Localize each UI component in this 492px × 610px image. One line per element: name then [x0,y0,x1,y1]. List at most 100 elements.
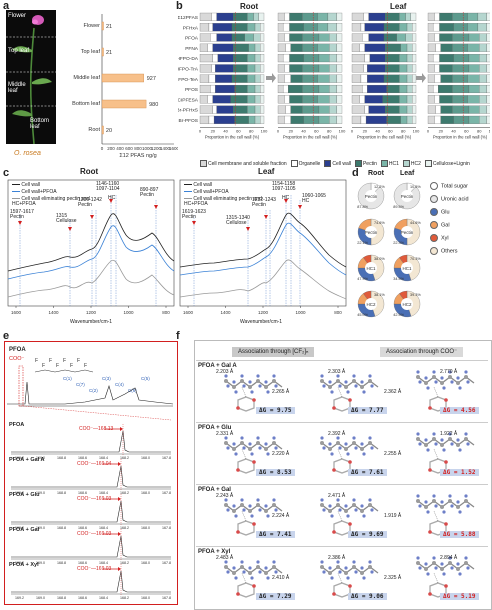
carbon-atom [432,437,436,441]
d-legend-swatch [430,208,438,216]
stack-seg [277,84,284,94]
nmr-x-tick: 168.8 [57,526,66,530]
nmr-x-tick: 168.4 [99,596,108,600]
stack-seg [254,105,261,114]
stack-seg [253,33,261,42]
carbon-atom [328,447,332,451]
fluorine-atom [264,380,268,384]
donut-value: 10.5% [410,185,421,189]
nmr-x-tick: 168.2 [120,456,129,460]
b-x-label: Proportion in the cell wall (%) [433,134,488,139]
delta-g-label: ΔG = 9.06 [348,593,387,600]
carbon-atom [456,567,460,571]
row-label: Br-PFOS [179,118,198,124]
dft-row: PFOA + Glu 2.331 Å 2.220 Å 2.392 Å 2.255 Å 1.… [196,422,488,483]
coo-shift-label: COO⁻—169.04 [77,461,112,467]
fluorine-atom [424,562,428,566]
stack-seg [479,33,488,42]
stack-seg [399,64,408,73]
stack-seg [234,115,249,124]
sugar-ring [237,458,255,474]
fluorine-atom [330,576,334,580]
hbond [241,386,247,398]
stack-seg [406,115,413,124]
stack-seg [467,95,480,104]
carbon-atom [440,567,444,571]
stack-seg [284,95,290,104]
d-legend-label: Others [441,248,458,255]
carbon-atom [432,375,436,379]
nmr-peak-trace [11,535,171,558]
stack-seg [282,23,290,32]
stack-seg [248,43,256,52]
carbon-atom [240,441,244,445]
carbon-atom [248,385,252,389]
fluorine-atom [466,380,470,384]
carbon-atom [256,441,260,445]
fluorine-atom [464,494,468,498]
row-label: PFOA [185,36,199,42]
oxygen-atom [444,522,448,526]
stack-seg [406,64,413,73]
stack-seg [212,23,233,32]
peak-label: C(3) [102,376,111,381]
legend-swatch [200,160,207,168]
b-x-tick: 40 [375,128,380,133]
stack-seg [439,64,453,73]
stack-seg [412,115,417,124]
c-x-tick: 1000 [295,310,306,315]
fluorine-atom [442,510,446,514]
carbon-atom [264,509,268,513]
stack-seg [277,43,286,52]
fluorine-atom [362,576,366,580]
stack-seg [199,12,212,21]
fluorine-atom [344,442,348,446]
stack-seg [359,95,365,104]
delta-g-value: ΔG = 7.77 [348,407,387,414]
stack-seg [364,105,369,114]
b-x-tick: 20 [363,128,368,133]
stack-seg [247,23,256,32]
zoom-box [18,365,24,407]
stack-seg [217,54,234,63]
carbon-atom [328,509,332,513]
stack-seg [284,33,290,42]
f-atom: F [49,358,52,364]
stack-seg [210,33,217,42]
stack-seg [486,23,490,32]
nmr-x-tick: 168.6 [78,596,87,600]
fluorine-atom [432,556,436,560]
fluorine-atom [458,386,462,390]
row-label: 6:2 CIPFESA [178,97,199,103]
stack-seg [282,54,290,63]
stack-seg [277,12,285,21]
sugar-ring [237,582,255,598]
stack-seg [427,64,435,73]
b-x-tick: 80 [327,128,332,133]
fluorine-atom [256,436,260,440]
stack-seg [199,33,211,42]
bar-data-label: 21 [106,24,112,30]
stack-seg [247,64,256,73]
fluorine-atom [320,436,324,440]
dft-row-name: PFOA + Glu [198,425,232,431]
c-x-tick: 1200 [258,310,269,315]
fluorine-atom [226,570,230,574]
carbon-atom [240,379,244,383]
stack-seg [254,43,261,52]
nmr-x-tick: 168.2 [120,491,129,495]
fluorine-atom [418,504,422,508]
stack-seg [207,43,213,52]
c-x-tick: 800 [334,310,342,315]
fluorine-atom [370,508,374,512]
stack-seg [290,43,303,52]
oxygen-atom [444,584,448,588]
delta-g-value: ΔG = 8.53 [256,469,295,476]
root-annot-1: 1597-1617 Pectin [10,209,34,220]
fluorine-atom [336,498,340,502]
legend-label: Cellulose+Lignin [432,161,470,167]
carbon-atom [360,385,364,389]
fluorine-atom [434,380,438,384]
stack-seg [405,33,413,42]
fluorine-atom [322,570,326,574]
